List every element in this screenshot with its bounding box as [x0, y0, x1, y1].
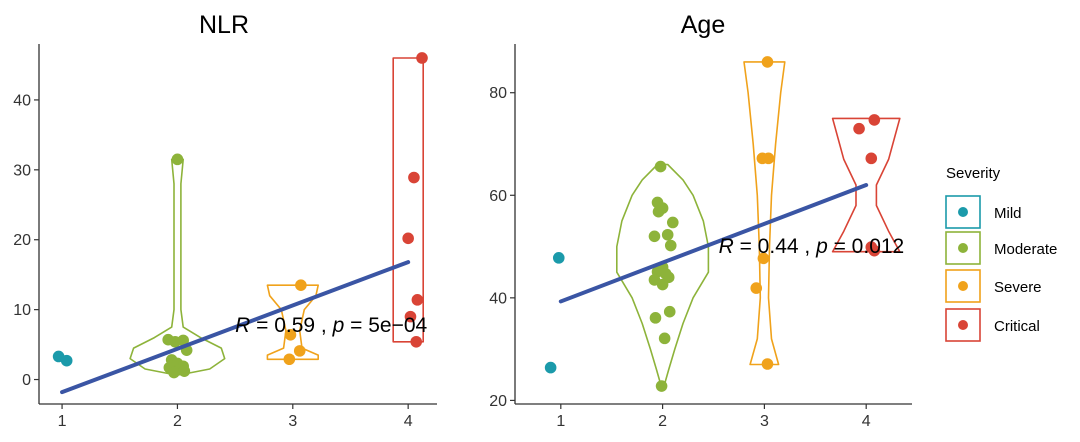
point-severe [284, 328, 297, 341]
point-critical [410, 335, 423, 348]
point-critical [853, 122, 865, 135]
point-critical [411, 294, 424, 306]
y-tick-label: 20 [13, 232, 31, 249]
x-tick-label: 1 [58, 413, 67, 430]
y-tick-label: 60 [489, 188, 507, 205]
correlation-stat: R = 0.59 , p = 5e−04 [235, 314, 427, 337]
regression-line [558, 183, 869, 304]
point-moderate [168, 366, 180, 379]
point-critical [402, 232, 414, 245]
legend-title: Severity [946, 165, 1001, 182]
point-moderate [656, 278, 669, 291]
point-severe [293, 345, 306, 357]
y-tick-label: 40 [489, 290, 507, 307]
point-moderate [171, 153, 184, 166]
point-moderate [648, 230, 661, 243]
point-moderate [654, 160, 667, 173]
point-moderate [658, 332, 671, 345]
point-mild [552, 252, 565, 264]
x-tick-label: 2 [658, 413, 667, 430]
regression-line [60, 260, 411, 395]
legend-label-moderate: Moderate [994, 241, 1057, 258]
point-severe [761, 56, 774, 68]
y-tick-label: 10 [13, 302, 31, 319]
point-moderate [663, 305, 676, 318]
point-moderate [177, 334, 190, 347]
point-severe [762, 152, 775, 165]
point-critical [868, 114, 881, 126]
x-tick-label: 4 [404, 413, 413, 430]
x-tick-label: 3 [760, 413, 769, 430]
legend-dot-moderate [958, 243, 968, 253]
age-panel: Age 20 40 60 80 1 2 3 4 R = 0.44 , p = 0.012 [489, 11, 912, 430]
correlation-stat: R = 0.44 , p = 0.012 [719, 235, 905, 258]
y-tick-label: 30 [13, 162, 31, 179]
point-severe [757, 252, 770, 265]
point-mild [60, 354, 73, 367]
y-tick-label: 40 [13, 92, 31, 109]
point-moderate [649, 312, 662, 324]
legend-label-critical: Critical [994, 318, 1040, 335]
point-critical [868, 244, 881, 257]
point-critical [404, 310, 417, 323]
x-tick-label: 1 [556, 413, 565, 430]
violin-critical [831, 117, 901, 253]
point-moderate [652, 205, 665, 218]
point-severe [761, 358, 774, 370]
y-tick-label: 0 [22, 372, 31, 389]
violin-severe [266, 284, 319, 361]
legend: Severity Mild Moderate Severe Critical [945, 165, 1057, 342]
point-severe [750, 282, 763, 294]
legend-label-severe: Severe [994, 279, 1042, 296]
point-moderate [655, 380, 668, 392]
point-mild [544, 361, 557, 374]
x-tick-label: 2 [173, 413, 182, 430]
legend-item-mild: Mild [945, 195, 1022, 229]
point-critical [408, 171, 420, 184]
point-moderate [178, 365, 191, 377]
violin-critical [392, 57, 424, 343]
nlr-title: NLR [199, 11, 249, 39]
point-critical [416, 52, 428, 64]
point-severe [295, 279, 307, 291]
point-critical [865, 152, 878, 165]
violin-severe [743, 61, 786, 366]
point-moderate [661, 228, 674, 241]
x-tick-label: 4 [862, 413, 871, 430]
legend-dot-mild [958, 207, 968, 217]
nlr-panel: NLR 0 10 20 30 40 1 2 3 4 R = 0.59 , p = 5e−04 [13, 11, 437, 430]
legend-dot-critical [958, 320, 968, 330]
legend-item-severe: Severe [945, 269, 1042, 303]
point-moderate [664, 239, 677, 252]
point-severe [283, 353, 296, 366]
y-tick-label: 80 [489, 85, 507, 102]
legend-label-mild: Mild [994, 205, 1022, 222]
x-tick-label: 3 [288, 413, 297, 430]
age-title: Age [681, 11, 725, 39]
legend-item-critical: Critical [945, 308, 1040, 342]
legend-dot-severe [958, 281, 968, 291]
y-tick-label: 20 [489, 393, 507, 410]
point-moderate [666, 216, 679, 229]
legend-item-moderate: Moderate [945, 231, 1057, 265]
